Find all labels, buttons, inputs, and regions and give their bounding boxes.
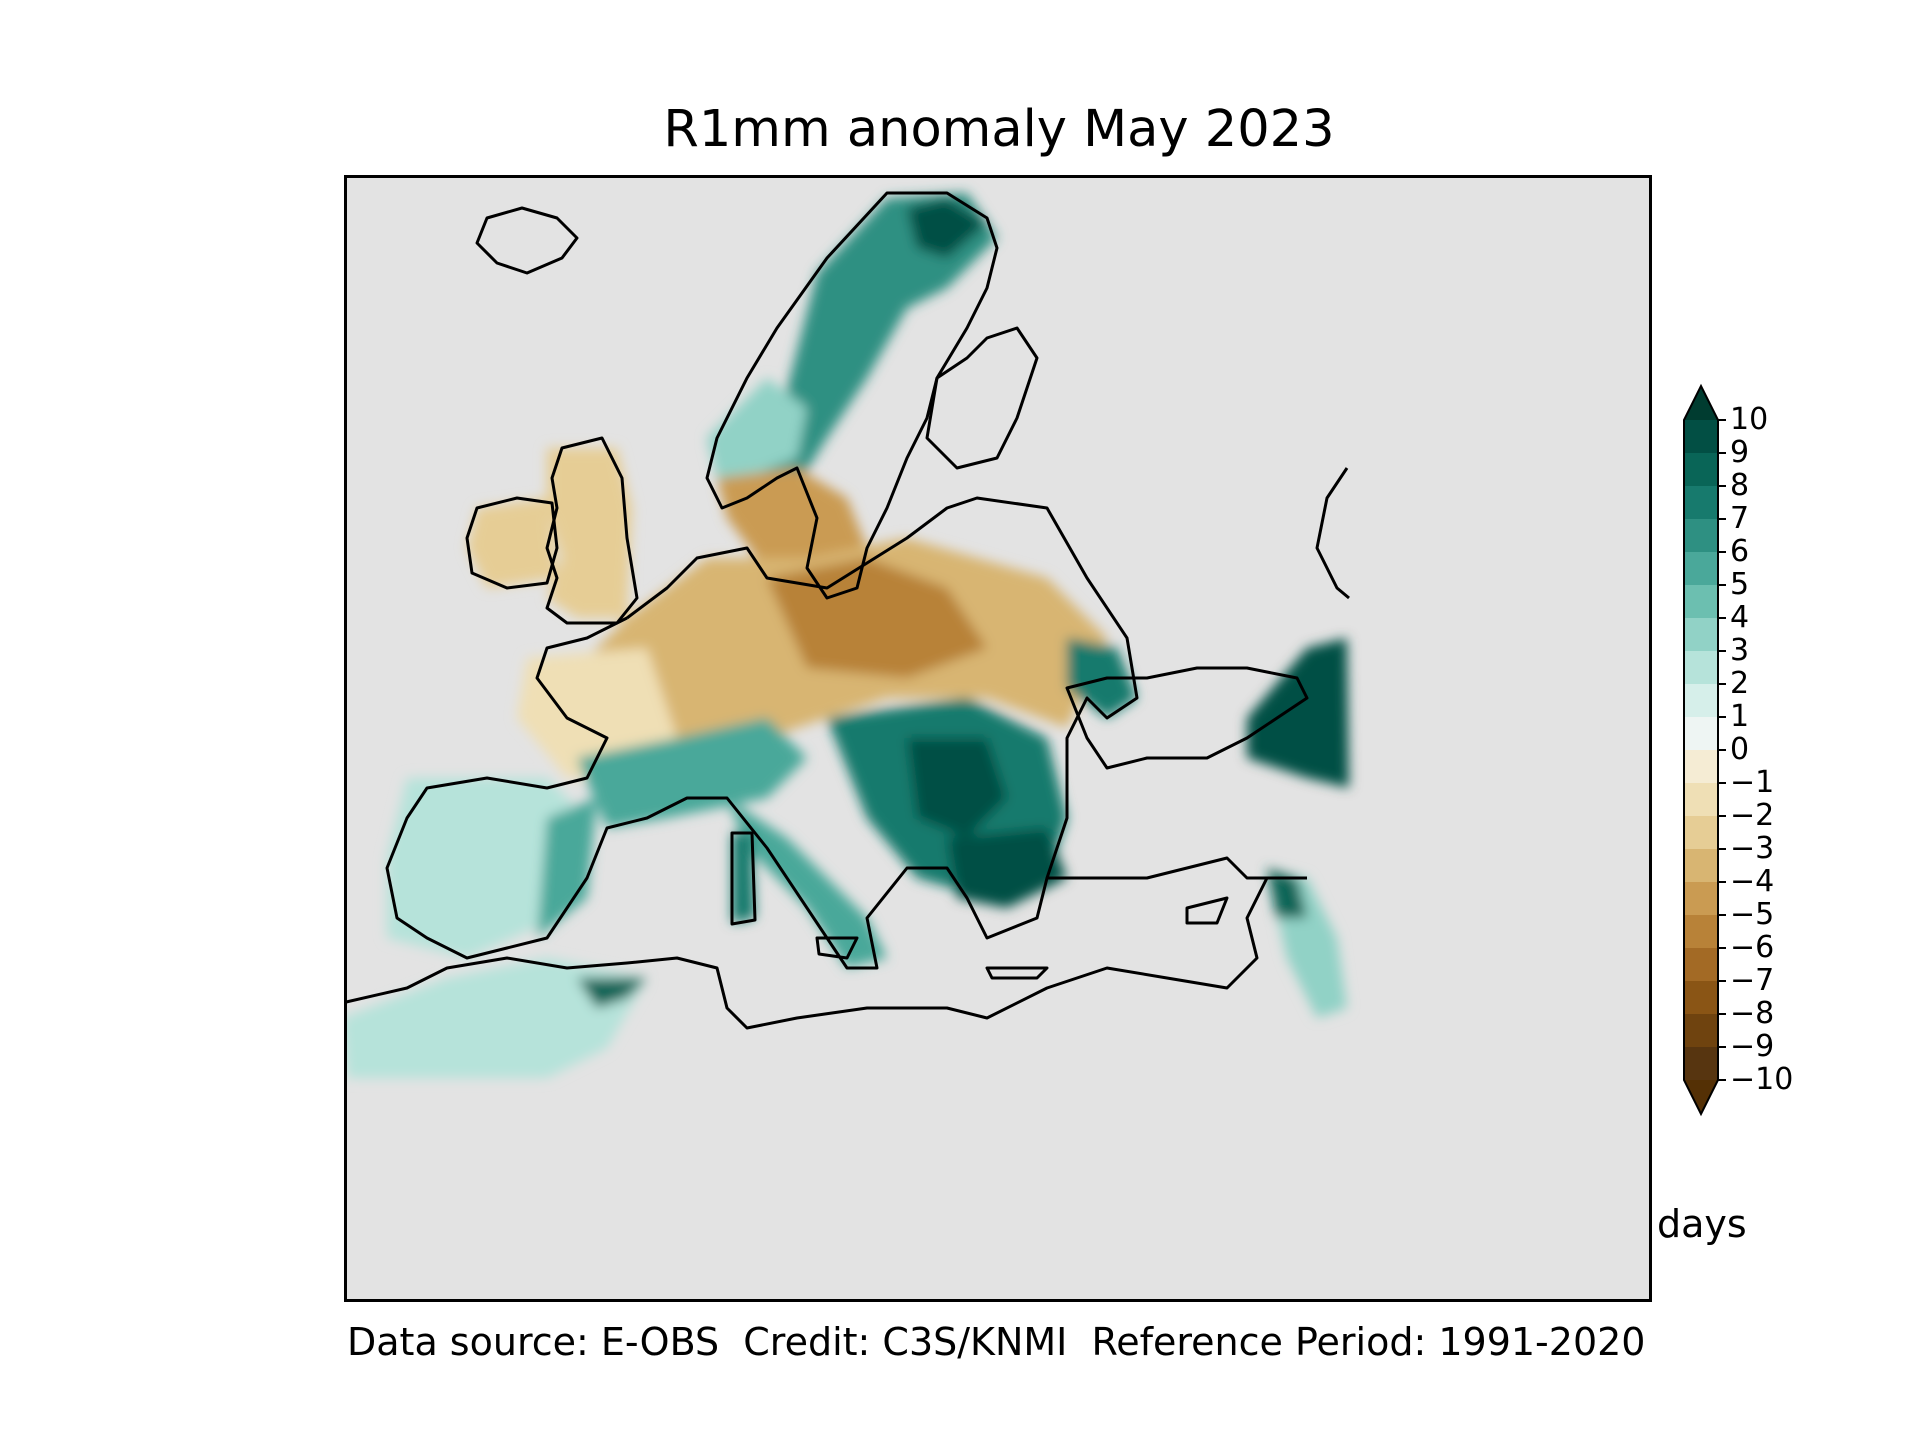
coast-caspian <box>1315 467 1350 600</box>
anomaly-field <box>347 193 1349 1078</box>
region-north-scandinavia <box>747 193 997 518</box>
colorbar-tick-label: −8 <box>1730 996 1775 1031</box>
colorbar-tick-label: −6 <box>1730 930 1775 965</box>
colorbar-tick-label: 5 <box>1730 567 1750 602</box>
region-norway-coast <box>707 378 807 478</box>
colorbar-bin <box>1684 684 1718 718</box>
coast-sicily <box>815 936 859 960</box>
region-sardinia-corsica <box>732 833 755 923</box>
colorbar-tick-label: 2 <box>1730 666 1750 701</box>
colorbar-bin <box>1684 783 1718 817</box>
colorbar-bin <box>1684 816 1718 850</box>
colorbar-tick-label: 10 <box>1730 402 1769 437</box>
region-ireland <box>467 498 557 588</box>
colorbar-extend-high <box>1684 386 1718 420</box>
colorbar-tick-label: −3 <box>1730 831 1775 866</box>
colorbar-bin <box>1684 750 1718 784</box>
coast-cyprus <box>1185 896 1229 925</box>
coast-great-britain <box>545 436 639 625</box>
coast-sardinia <box>730 831 757 926</box>
data-source-footer: Data source: E-OBS Credit: C3S/KNMI Refe… <box>347 1320 1646 1364</box>
coast-ireland <box>465 496 559 590</box>
colorbar-tick-label: 0 <box>1730 732 1750 767</box>
region-balkans-core <box>907 738 1007 838</box>
colorbar-scale <box>1683 383 1726 1117</box>
colorbar-tick-label: 3 <box>1730 633 1750 668</box>
anomaly-map <box>347 191 1350 1078</box>
colorbar-bin <box>1684 1014 1718 1048</box>
colorbar-tick-label: −4 <box>1730 864 1775 899</box>
colorbar-tick-label: −2 <box>1730 798 1775 833</box>
colorbar-bin <box>1684 585 1718 619</box>
colorbar-bin <box>1684 552 1718 586</box>
coast-crete <box>985 966 1049 980</box>
coast-europe-mainland <box>385 496 1307 970</box>
region-british-isles <box>547 448 632 618</box>
colorbar-bin <box>1684 948 1718 982</box>
coast-finland <box>925 326 1039 470</box>
map-panel <box>344 175 1652 1302</box>
region-italy <box>727 798 887 968</box>
region-alps <box>577 718 807 828</box>
colorbar-bin <box>1684 882 1718 916</box>
colorbar-bin <box>1684 849 1718 883</box>
colorbar-bin <box>1684 420 1718 454</box>
coast-iceland <box>475 206 579 275</box>
colorbar-tick-label: 6 <box>1730 534 1750 569</box>
colorbar-tick-label: 4 <box>1730 600 1750 635</box>
units-label: days <box>1657 1202 1747 1246</box>
colorbar-bin <box>1684 981 1718 1015</box>
colorbar-bin <box>1684 453 1718 487</box>
colorbar-bin <box>1684 717 1718 751</box>
colorbar-extend-low <box>1684 1080 1718 1114</box>
colorbar: 10 9 8 7 6 5 4 3 2 1 0 −1 −2 −3 −4 −5 −6 −7 −8 −9 −10 <box>1680 380 1820 1120</box>
region-fennoscandia-north <box>907 198 987 258</box>
colorbar-bin <box>1684 915 1718 949</box>
colorbar-tick-label: 1 <box>1730 699 1750 734</box>
region-levant-north <box>1267 868 1307 918</box>
colorbar-bin <box>1684 486 1718 520</box>
region-bulgaria <box>947 828 1067 908</box>
region-iberia-east-coast <box>537 798 597 938</box>
region-maghreb <box>347 958 647 1078</box>
region-france <box>517 648 677 778</box>
map-title: R1mm anomaly May 2023 <box>663 100 1335 159</box>
colorbar-bin <box>1684 618 1718 652</box>
colorbar-tick-label: −1 <box>1730 765 1775 800</box>
colorbar-tick-label: −9 <box>1730 1029 1775 1064</box>
colorbar-tick-label: 9 <box>1730 435 1750 470</box>
colorbar-tick-label: −10 <box>1730 1062 1794 1097</box>
colorbar-bin <box>1684 651 1718 685</box>
coast-black-sea <box>1065 666 1309 770</box>
region-maghreb-east <box>577 978 647 1008</box>
region-iberia <box>387 778 587 958</box>
colorbar-tick-label: 8 <box>1730 468 1750 503</box>
colorbar-bin <box>1684 519 1718 553</box>
colorbar-tick-label: −5 <box>1730 897 1775 932</box>
colorbar-tick-label: 7 <box>1730 501 1750 536</box>
coast-north-africa <box>347 876 1297 1030</box>
colorbar-bin <box>1684 1047 1718 1081</box>
coastlines <box>347 191 1350 1030</box>
region-anatolia-east <box>1247 638 1349 788</box>
colorbar-tick-label: −7 <box>1730 963 1775 998</box>
